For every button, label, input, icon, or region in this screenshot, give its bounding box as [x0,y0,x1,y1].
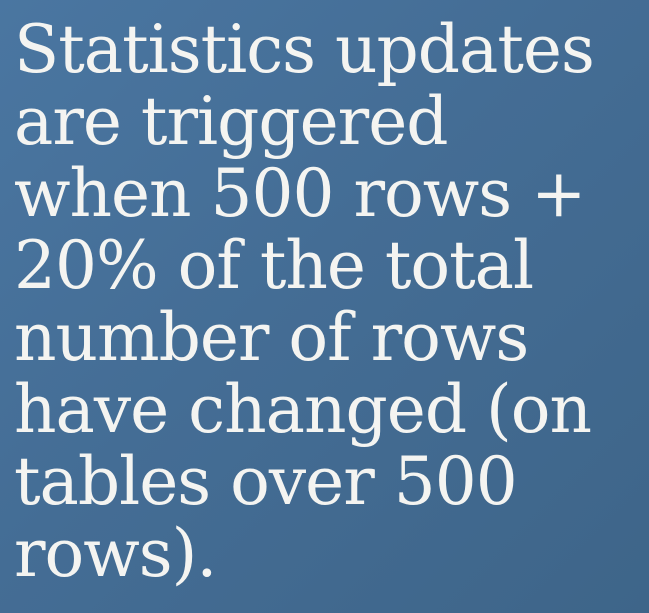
slide-text-line: Statistics updates [14,11,595,88]
slide-text: Statistics updates are triggered when 50… [14,14,639,590]
slide-text-line: rows). [14,515,217,592]
slide-text-line: number of rows [14,299,529,376]
slide-text-line: have changed (on [14,371,592,448]
slide-text-line: tables over 500 [14,443,518,520]
slide-text-line: are triggered [14,83,449,160]
slide-text-line: 20% of the total [14,227,534,304]
slide-text-line: when 500 rows + [14,155,586,232]
